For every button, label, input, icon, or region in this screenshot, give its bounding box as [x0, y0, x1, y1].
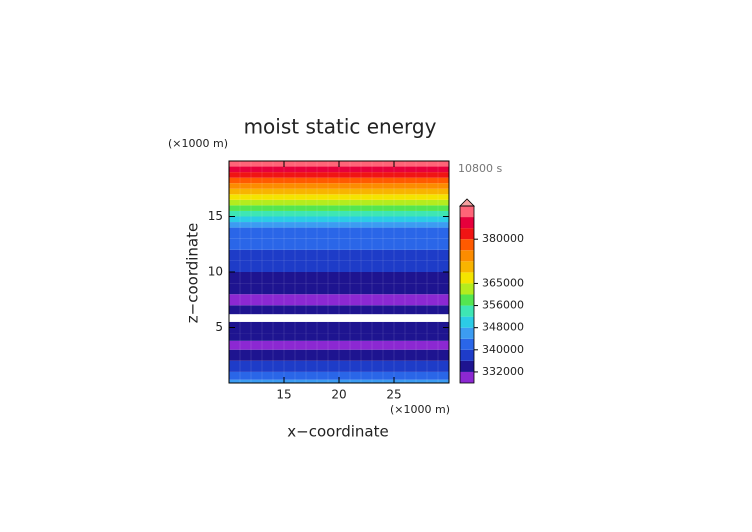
- contour-band: [229, 260, 449, 272]
- contour-band: [229, 321, 449, 334]
- colorbar-band: [460, 371, 474, 383]
- colorbar-band: [460, 250, 474, 262]
- contour-band: [229, 183, 449, 189]
- x-unit: (×1000 m): [390, 403, 450, 416]
- y-unit: (×1000 m): [168, 137, 228, 150]
- colorbar-band: [460, 294, 474, 306]
- contour-band: [229, 205, 449, 211]
- colorbar-label: 365000: [482, 276, 524, 289]
- contour-band: [229, 249, 449, 261]
- contour-band: [229, 199, 449, 206]
- colorbar-band: [460, 283, 474, 295]
- contour-band: [229, 238, 449, 250]
- colorbar-over: [459, 198, 475, 207]
- y-tick-label: 10: [208, 265, 223, 279]
- colorbar-band: [460, 360, 474, 372]
- contour-band: [229, 177, 449, 184]
- colorbar-band: [460, 261, 474, 273]
- contour-band: [229, 188, 449, 195]
- time-label: 10800 s: [458, 162, 502, 175]
- colorbar-band: [460, 305, 474, 317]
- chart-title: moist static energy: [244, 115, 437, 139]
- contour-band: [229, 227, 449, 239]
- x-axis-label: x−coordinate: [287, 423, 388, 441]
- colorbar-band: [460, 327, 474, 339]
- colorbar-band: [460, 316, 474, 328]
- x-tick-label: 20: [331, 388, 346, 402]
- contour-band: [229, 194, 449, 200]
- contour-band: [229, 371, 449, 380]
- contour-band: [229, 216, 449, 223]
- colorbar-band: [460, 217, 474, 229]
- contour-band: [229, 333, 449, 341]
- contour-band: [229, 210, 449, 217]
- colorbar-label: 380000: [482, 232, 524, 245]
- y-tick-label: 15: [208, 209, 223, 223]
- colorbar-label: 332000: [482, 365, 524, 378]
- y-tick-label: 5: [215, 320, 223, 334]
- colorbar-band: [460, 228, 474, 240]
- colorbar-label: 356000: [482, 299, 524, 312]
- colorbar-frame: [459, 205, 475, 384]
- y-axis-label: z−coordinate: [184, 223, 202, 323]
- colorbar-band: [460, 239, 474, 251]
- x-tick-label: 15: [276, 388, 291, 402]
- contour-band: [229, 272, 449, 284]
- contour-band: [229, 305, 449, 315]
- contour-band: [229, 283, 449, 295]
- colorbar-band: [460, 272, 474, 284]
- colorbar-band: [460, 206, 474, 218]
- colorbar-band: [460, 338, 474, 350]
- contour-band: [229, 294, 449, 306]
- contour-band: [229, 172, 449, 178]
- contour-band: [229, 222, 449, 228]
- colorbar-band: [460, 349, 474, 361]
- contour-band: [229, 340, 449, 350]
- colorbar-label: 340000: [482, 343, 524, 356]
- contour-band: [229, 166, 449, 173]
- x-tick-label: 25: [386, 388, 401, 402]
- contour-band: [229, 349, 449, 361]
- colorbar-label: 348000: [482, 321, 524, 334]
- contour-band: [229, 360, 449, 372]
